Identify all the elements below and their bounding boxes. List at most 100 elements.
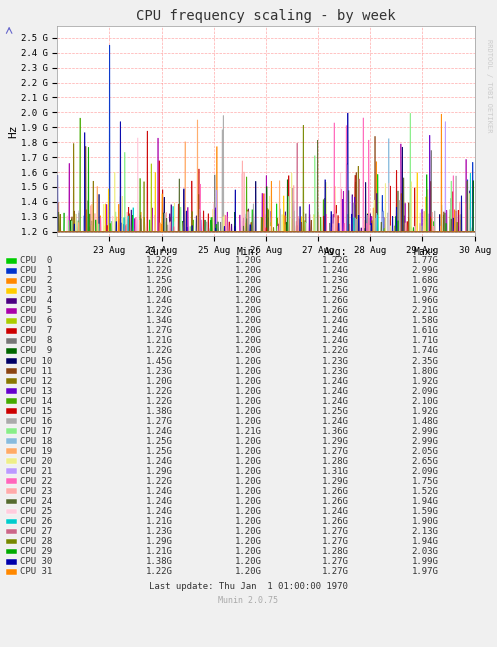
Text: 1.22G: 1.22G (146, 477, 172, 486)
Text: 1.24G: 1.24G (322, 397, 349, 406)
Text: 1.21G: 1.21G (146, 517, 172, 526)
Text: 1.20G: 1.20G (235, 557, 262, 566)
Text: 1.27G: 1.27G (146, 417, 172, 426)
Text: 1.22G: 1.22G (146, 567, 172, 576)
Text: 1.28G: 1.28G (322, 547, 349, 556)
Text: Last update: Thu Jan  1 01:00:00 1970: Last update: Thu Jan 1 01:00:00 1970 (149, 582, 348, 591)
Text: 1.38G: 1.38G (146, 407, 172, 415)
Text: 1.20G: 1.20G (235, 507, 262, 516)
Text: 1.27G: 1.27G (322, 447, 349, 455)
Text: 1.26G: 1.26G (322, 517, 349, 526)
Text: 1.75G: 1.75G (412, 477, 438, 486)
Text: 1.29G: 1.29G (146, 537, 172, 546)
Text: Munin 2.0.75: Munin 2.0.75 (219, 596, 278, 605)
Text: 2.13G: 2.13G (412, 527, 438, 536)
Text: Max:: Max: (413, 247, 437, 257)
Text: CPU 10: CPU 10 (20, 356, 52, 366)
Text: 1.20G: 1.20G (235, 336, 262, 345)
Text: 1.20G: 1.20G (235, 437, 262, 446)
Text: CPU 13: CPU 13 (20, 387, 52, 395)
Text: CPU  1: CPU 1 (20, 267, 52, 275)
Text: 1.77G: 1.77G (412, 256, 438, 265)
Text: 1.26G: 1.26G (322, 497, 349, 506)
Text: CPU 27: CPU 27 (20, 527, 52, 536)
Text: CPU  3: CPU 3 (20, 287, 52, 295)
Text: 1.24G: 1.24G (146, 427, 172, 435)
Text: 1.97G: 1.97G (412, 567, 438, 576)
Text: 1.21G: 1.21G (235, 427, 262, 435)
Text: 1.24G: 1.24G (322, 417, 349, 426)
Text: CPU 25: CPU 25 (20, 507, 52, 516)
Text: 1.71G: 1.71G (412, 336, 438, 345)
Text: 1.22G: 1.22G (146, 397, 172, 406)
Text: 1.99G: 1.99G (412, 557, 438, 566)
Text: 1.45G: 1.45G (146, 356, 172, 366)
Text: 1.27G: 1.27G (322, 527, 349, 536)
Text: 1.24G: 1.24G (322, 507, 349, 516)
Text: 1.20G: 1.20G (235, 316, 262, 325)
Text: 1.23G: 1.23G (146, 527, 172, 536)
Text: 1.20G: 1.20G (235, 347, 262, 355)
Text: 1.24G: 1.24G (146, 296, 172, 305)
Text: 1.25G: 1.25G (322, 407, 349, 415)
Text: 1.20G: 1.20G (235, 377, 262, 386)
Text: CPU 21: CPU 21 (20, 467, 52, 476)
Text: 1.52G: 1.52G (412, 487, 438, 496)
Text: 1.24G: 1.24G (322, 267, 349, 275)
Text: CPU 11: CPU 11 (20, 367, 52, 375)
Text: 1.20G: 1.20G (235, 397, 262, 406)
Text: CPU  8: CPU 8 (20, 336, 52, 345)
Text: 1.21G: 1.21G (146, 336, 172, 345)
Text: 1.20G: 1.20G (235, 447, 262, 455)
Text: 1.34G: 1.34G (146, 316, 172, 325)
Text: CPU 31: CPU 31 (20, 567, 52, 576)
Text: CPU 30: CPU 30 (20, 557, 52, 566)
Text: 1.22G: 1.22G (146, 307, 172, 315)
Text: CPU 16: CPU 16 (20, 417, 52, 426)
Text: 1.24G: 1.24G (146, 497, 172, 506)
Text: 1.24G: 1.24G (146, 487, 172, 496)
Text: 1.92G: 1.92G (412, 407, 438, 415)
Text: CPU 22: CPU 22 (20, 477, 52, 486)
Text: 1.27G: 1.27G (322, 567, 349, 576)
Text: CPU 18: CPU 18 (20, 437, 52, 446)
Text: 1.21G: 1.21G (146, 547, 172, 556)
Text: 1.20G: 1.20G (235, 296, 262, 305)
Text: 1.23G: 1.23G (322, 367, 349, 375)
Text: 1.80G: 1.80G (412, 367, 438, 375)
Text: 1.24G: 1.24G (322, 316, 349, 325)
Text: 1.23G: 1.23G (146, 367, 172, 375)
Text: 1.94G: 1.94G (412, 497, 438, 506)
Text: 1.20G: 1.20G (235, 327, 262, 335)
Text: 2.05G: 2.05G (412, 447, 438, 455)
Text: 1.20G: 1.20G (235, 547, 262, 556)
Text: 1.29G: 1.29G (146, 467, 172, 476)
Text: CPU 23: CPU 23 (20, 487, 52, 496)
Text: 1.25G: 1.25G (146, 437, 172, 446)
Text: 1.97G: 1.97G (412, 287, 438, 295)
Text: 1.25G: 1.25G (146, 447, 172, 455)
Text: CPU 29: CPU 29 (20, 547, 52, 556)
Text: 1.27G: 1.27G (146, 327, 172, 335)
Text: 1.96G: 1.96G (412, 296, 438, 305)
Text: 1.20G: 1.20G (235, 356, 262, 366)
Text: 1.31G: 1.31G (322, 467, 349, 476)
Text: 1.25G: 1.25G (322, 287, 349, 295)
Text: 1.20G: 1.20G (235, 477, 262, 486)
Text: 1.20G: 1.20G (235, 367, 262, 375)
Text: 1.20G: 1.20G (235, 276, 262, 285)
Text: 1.20G: 1.20G (235, 517, 262, 526)
Text: 1.68G: 1.68G (412, 276, 438, 285)
Text: 1.92G: 1.92G (412, 377, 438, 386)
Text: CPU  6: CPU 6 (20, 316, 52, 325)
Text: 1.20G: 1.20G (235, 387, 262, 395)
Text: 1.27G: 1.27G (322, 537, 349, 546)
Text: 2.99G: 2.99G (412, 437, 438, 446)
Text: CPU 17: CPU 17 (20, 427, 52, 435)
Text: 2.09G: 2.09G (412, 467, 438, 476)
Text: CPU 20: CPU 20 (20, 457, 52, 466)
Title: CPU frequency scaling - by week: CPU frequency scaling - by week (136, 9, 396, 23)
Text: 1.29G: 1.29G (322, 477, 349, 486)
Text: 1.23G: 1.23G (322, 356, 349, 366)
Text: 1.20G: 1.20G (235, 307, 262, 315)
